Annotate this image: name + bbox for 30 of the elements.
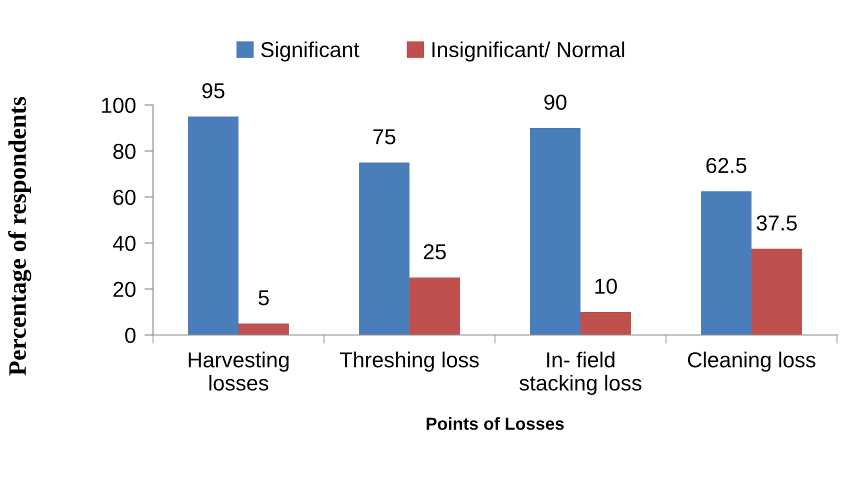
- data-label: 95: [202, 83, 224, 98]
- y-tick-label: 100: [102, 98, 136, 114]
- legend-label: Insignificant/ Normal: [432, 41, 624, 62]
- y-tick-label: 40: [112, 236, 136, 252]
- x-axis-title: Points of Losses: [426, 417, 564, 430]
- bar: [359, 162, 410, 335]
- data-label: 37.5: [756, 215, 797, 231]
- data-label: 62.5: [706, 158, 746, 174]
- bar: [580, 312, 631, 335]
- bar: [410, 278, 460, 335]
- bar: [530, 128, 580, 335]
- legend-label: Significant: [261, 41, 360, 62]
- data-label: 25: [424, 244, 446, 260]
- bar: [701, 191, 752, 335]
- x-tick-label: Harvesting losses: [188, 352, 289, 391]
- y-tick-label: 60: [113, 190, 136, 206]
- bar: [752, 248, 802, 335]
- y-tick-label: 0: [125, 328, 136, 344]
- bar: [188, 116, 238, 335]
- bar: [238, 324, 289, 335]
- y-axis-title: Percentage of respondents: [8, 96, 32, 376]
- data-label: 10: [595, 278, 617, 294]
- x-tick-label: In- field stacking loss: [519, 352, 642, 395]
- x-tick-label: Threshing loss: [340, 352, 479, 372]
- data-label: 75: [373, 129, 396, 144]
- data-label: 90: [544, 94, 566, 110]
- data-label: 5: [258, 290, 269, 306]
- y-tick-label: 80: [113, 144, 136, 160]
- x-tick-label: Cleaning loss: [688, 352, 816, 372]
- y-tick-label: 20: [113, 282, 136, 298]
